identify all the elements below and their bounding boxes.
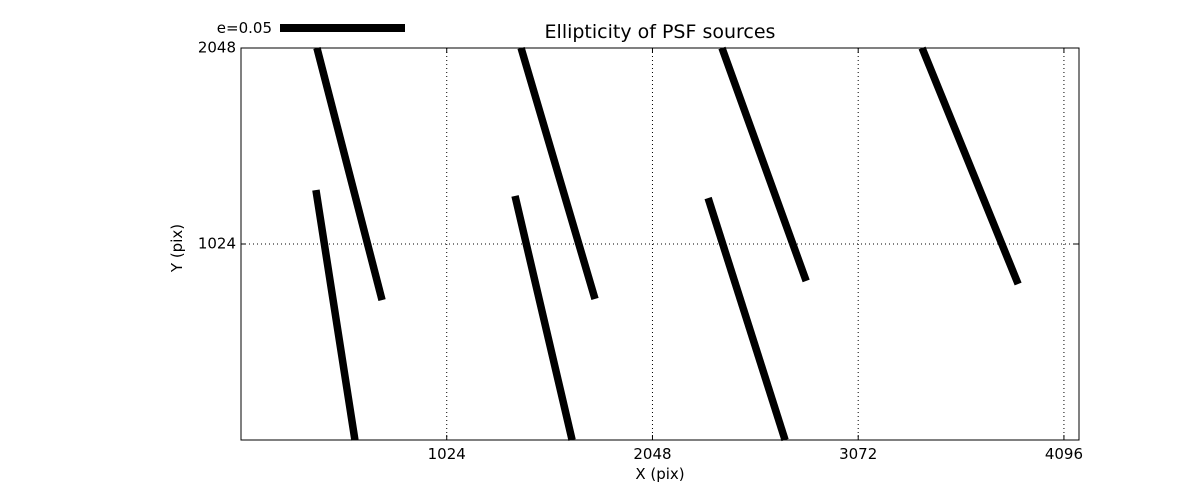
legend-label: e=0.05 [216, 19, 272, 37]
ellipticity-whisker [313, 47, 386, 302]
y-tick-label: 1024 [197, 234, 236, 253]
ellipticity-whisker [511, 195, 576, 441]
y-axis-label: Y (pix) [167, 223, 186, 273]
x-tick-label: 3072 [839, 445, 878, 463]
ellipticity-whiskers [312, 46, 1022, 442]
ellipticity-whisker [312, 189, 359, 441]
x-tick-label: 1024 [427, 445, 466, 463]
x-tick-label: 4096 [1044, 445, 1084, 463]
y-tick-label: 2048 [197, 38, 236, 57]
legend-scale-bar [280, 24, 405, 32]
ellipticity-whisker [918, 46, 1022, 286]
chart-title: Ellipticity of PSF sources [544, 21, 776, 43]
x-axis-label: X (pix) [635, 465, 685, 483]
ellipticity-whisker [718, 46, 810, 283]
ellipticity-whisker [704, 196, 789, 442]
ellipticity-whisker [517, 46, 599, 300]
x-tick-label: 2048 [633, 445, 672, 463]
tick-marks [241, 47, 1079, 440]
gridlines [241, 47, 1079, 440]
